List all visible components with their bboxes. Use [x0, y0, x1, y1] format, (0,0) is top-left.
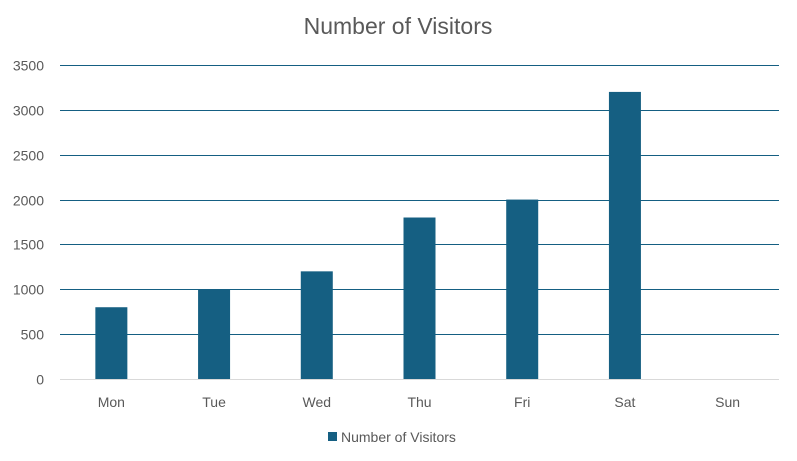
y-tick-label: 3000	[13, 103, 44, 119]
bar-mon	[95, 307, 128, 379]
x-tick-label: Wed	[303, 394, 332, 410]
chart-title: Number of Visitors	[304, 13, 493, 39]
bar-sat	[608, 91, 641, 380]
y-tick-label: 1000	[13, 282, 44, 298]
y-tick-label: 0	[36, 372, 44, 388]
bar-thu	[403, 217, 436, 379]
x-tick-label: Fri	[514, 394, 530, 410]
x-tick-label: Thu	[407, 394, 431, 410]
legend-label: Number of Visitors	[341, 429, 456, 445]
x-tick-label: Tue	[202, 394, 226, 410]
y-tick-label: 1500	[13, 237, 44, 253]
y-tick-label: 2000	[13, 193, 44, 209]
legend-swatch	[328, 432, 337, 441]
bar-tue	[198, 289, 231, 379]
x-tick-label: Sun	[715, 394, 740, 410]
x-tick-label: Sat	[614, 394, 635, 410]
bar-fri	[506, 199, 539, 379]
bar-wed	[300, 271, 333, 379]
y-tick-label: 500	[21, 327, 45, 343]
x-tick-label: Mon	[98, 394, 125, 410]
y-tick-label: 3500	[13, 58, 44, 74]
legend: Number of Visitors	[328, 429, 456, 445]
y-tick-label: 2500	[13, 148, 44, 164]
